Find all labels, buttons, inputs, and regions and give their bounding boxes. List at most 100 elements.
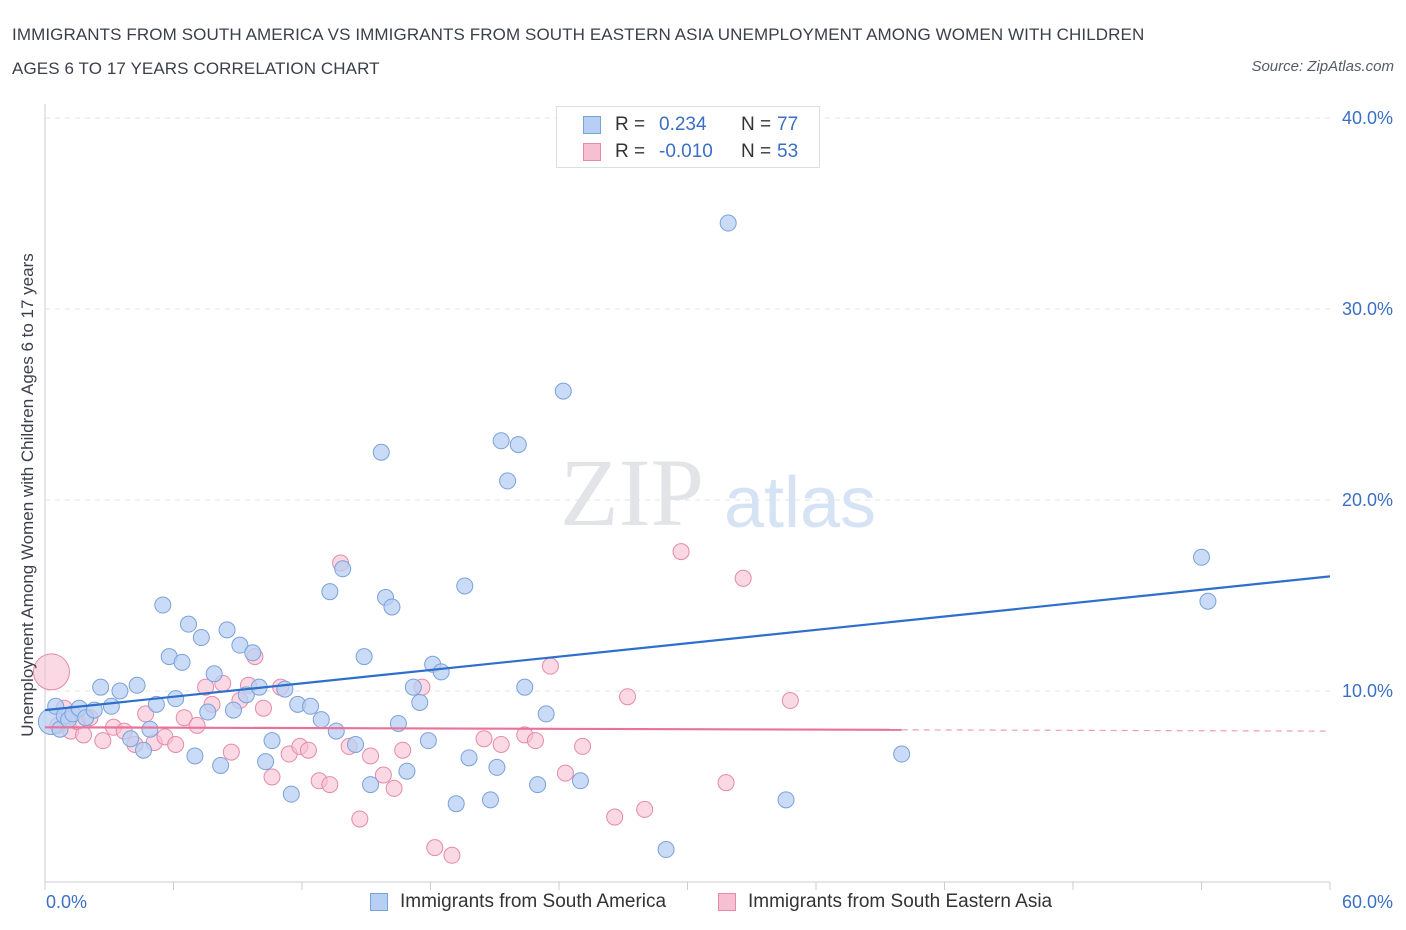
data-point	[257, 753, 275, 771]
data-point	[574, 737, 592, 755]
data-point	[374, 766, 392, 784]
data-point	[312, 711, 330, 729]
data-point	[481, 791, 499, 809]
data-point	[781, 692, 799, 710]
legend-r-value: -0.010	[659, 141, 713, 162]
tick-labels: 10.0% 20.0% 30.0% 40.0% 0.0% 60.0%	[46, 108, 1393, 912]
data-point	[777, 791, 795, 809]
legend-n-value: 53	[777, 141, 799, 162]
data-point	[362, 776, 380, 794]
series-swatch-blue	[370, 893, 388, 911]
data-point	[321, 583, 339, 601]
data-point	[394, 741, 412, 759]
data-point	[509, 436, 527, 454]
data-point	[167, 735, 185, 753]
series-legend-south-america: Immigrants from South America	[370, 890, 666, 914]
data-point	[541, 657, 559, 675]
data-point	[186, 747, 204, 765]
data-point	[426, 839, 444, 857]
data-point	[282, 785, 300, 803]
source-label: Source: ZipAtlas.com	[1251, 58, 1394, 75]
data-point	[529, 776, 547, 794]
data-point	[488, 758, 506, 776]
trend-line	[44, 575, 1331, 712]
data-point	[122, 730, 140, 748]
data-point	[199, 703, 217, 721]
legend-r-label: R =	[615, 141, 646, 162]
grid-lines	[45, 117, 1330, 692]
data-point	[102, 697, 120, 715]
data-point	[398, 762, 416, 780]
legend-r-label: R =	[615, 114, 646, 135]
data-point	[92, 678, 110, 696]
data-point	[672, 543, 690, 561]
data-point	[135, 741, 153, 759]
data-point	[516, 678, 534, 696]
data-point	[205, 665, 223, 683]
y-tick-label: 10.0%	[1342, 681, 1393, 701]
data-point	[492, 432, 510, 450]
legend-n-label: N =	[741, 141, 772, 162]
data-point	[94, 732, 112, 750]
chart-title: IMMIGRANTS FROM SOUTH AMERICA VS IMMIGRA…	[12, 25, 1145, 78]
legend-row-south-america: R = 0.234 N = 77	[583, 112, 798, 138]
y-tick-label: 30.0%	[1342, 299, 1393, 319]
legend-r-value: 0.234	[659, 114, 707, 135]
data-point	[619, 688, 637, 706]
data-point	[606, 808, 624, 826]
data-point	[302, 697, 320, 715]
data-point	[75, 726, 93, 744]
data-point	[218, 621, 236, 639]
data-point	[355, 648, 373, 666]
data-point	[154, 596, 172, 614]
data-point	[192, 629, 210, 647]
data-point	[372, 443, 390, 461]
data-point	[231, 636, 249, 654]
data-point	[719, 214, 737, 232]
data-point	[128, 676, 146, 694]
data-point	[383, 598, 401, 616]
data-point	[111, 682, 129, 700]
data-point	[499, 472, 517, 490]
legend-n-label: N =	[741, 114, 772, 135]
data-point	[212, 756, 230, 774]
data-point	[321, 776, 339, 794]
data-point	[179, 615, 197, 633]
data-point	[636, 800, 654, 818]
series-name-south-eastern-asia: Immigrants from South Eastern Asia	[748, 891, 1053, 912]
x-tick-label-max: 60.0%	[1342, 892, 1393, 912]
y-tick-label: 20.0%	[1342, 490, 1393, 510]
data-point	[385, 779, 403, 797]
data-point	[1199, 592, 1217, 610]
data-point	[237, 686, 255, 704]
data-point	[32, 653, 70, 691]
watermark-zip: ZIP	[560, 439, 704, 546]
data-point	[657, 841, 675, 859]
data-point	[351, 810, 369, 828]
data-point	[175, 709, 193, 727]
trend-lines	[44, 575, 1331, 732]
data-point	[432, 663, 450, 681]
data-point	[224, 701, 242, 719]
data-point	[419, 732, 437, 750]
data-point	[554, 382, 572, 400]
data-point	[734, 569, 752, 587]
data-point	[188, 716, 206, 734]
data-point	[443, 846, 461, 864]
data-point	[222, 743, 240, 761]
y-tick-label: 40.0%	[1342, 108, 1393, 128]
series-name-south-america: Immigrants from South America	[400, 891, 667, 912]
watermark-atlas: atlas	[724, 463, 876, 543]
legend-swatch-blue	[583, 116, 601, 134]
data-point	[1193, 548, 1210, 566]
data-point	[254, 699, 272, 717]
legend-n-value: 77	[777, 114, 799, 135]
legend-row-south-eastern-asia: R = -0.010 N = 53	[583, 139, 798, 165]
data-point	[263, 732, 281, 750]
data-point	[717, 774, 735, 792]
trend-line-extension	[901, 729, 1331, 732]
series-legend-south-eastern-asia: Immigrants from South Eastern Asia	[718, 890, 1052, 914]
axes	[44, 104, 1331, 890]
data-point	[263, 768, 281, 786]
